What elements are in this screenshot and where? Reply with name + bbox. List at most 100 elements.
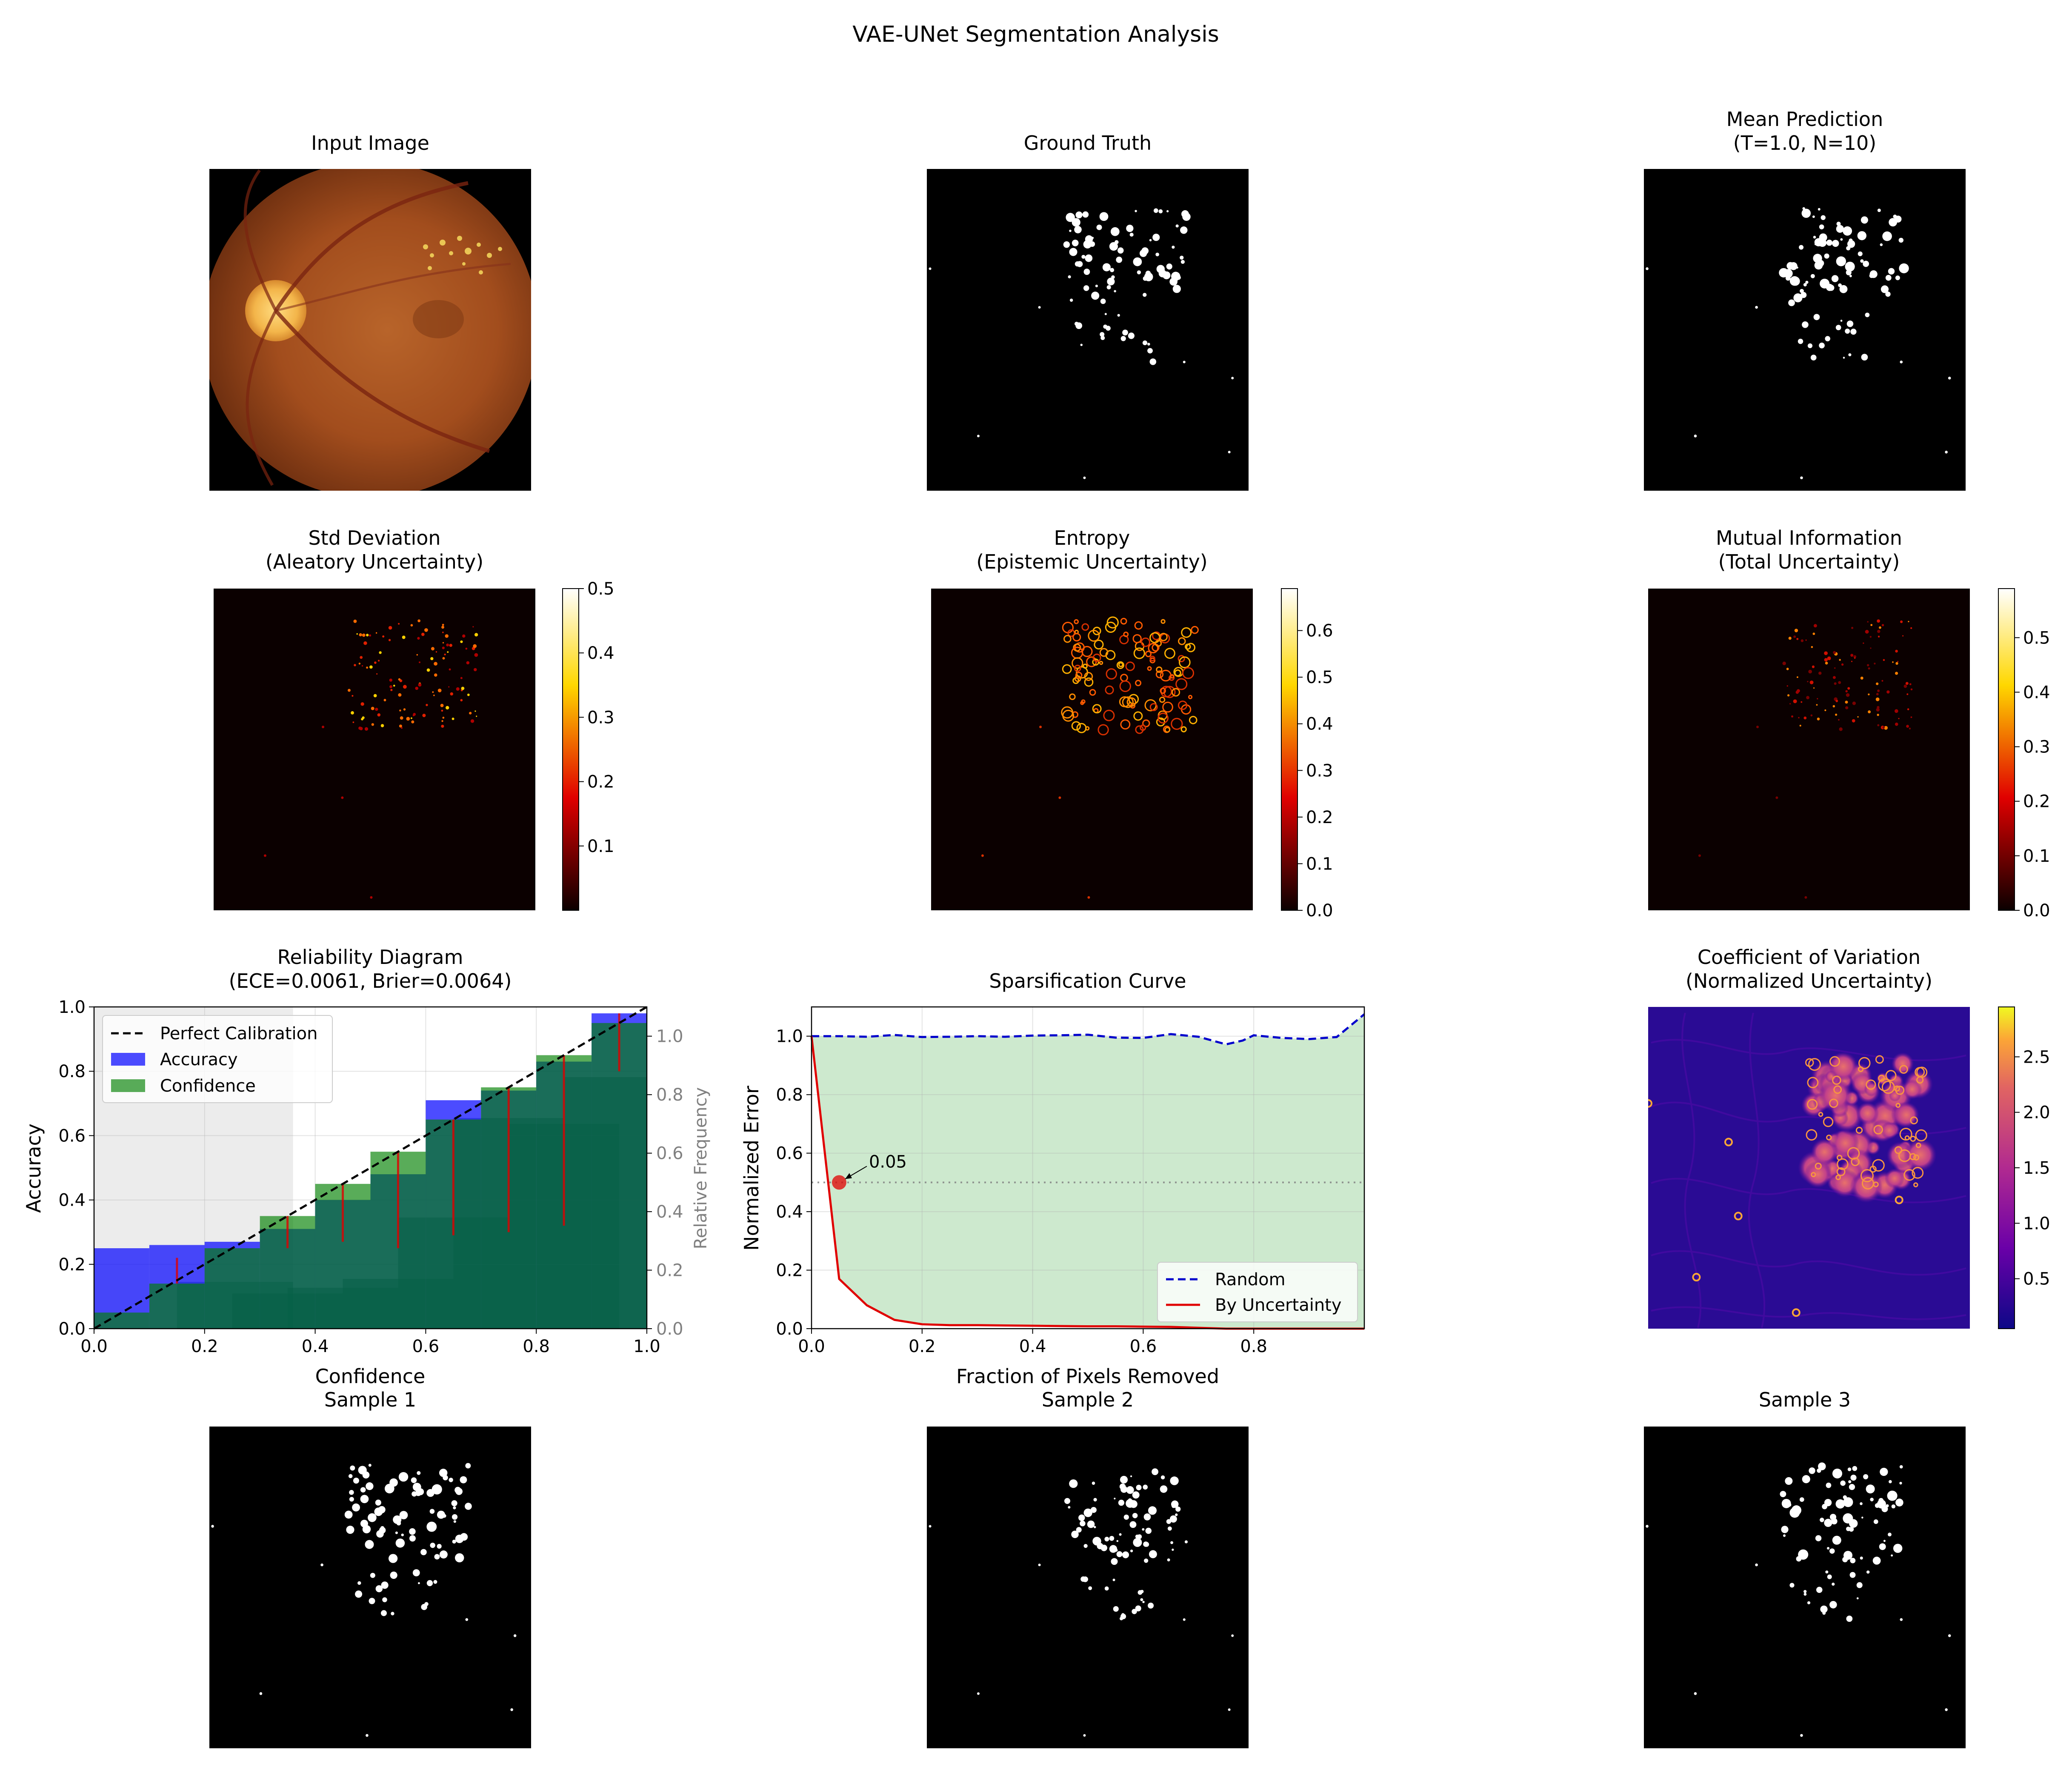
panel-coefficient-of-variation: Coefficient of Variation (Normalized Unc… xyxy=(1648,946,2050,1329)
lesion-mark xyxy=(1180,260,1185,264)
uncertainty-mark xyxy=(1089,689,1096,696)
uncertainty-mark xyxy=(1884,726,1888,730)
uncertainty-mark xyxy=(1908,620,1909,623)
uncertainty-mark xyxy=(1062,664,1072,674)
uncertainty-mark xyxy=(1892,661,1894,663)
uncertainty-mark xyxy=(1092,658,1100,666)
lesion-mark xyxy=(434,1554,440,1560)
uncertainty-mark xyxy=(1782,661,1786,666)
cov-ring xyxy=(1915,1142,1921,1148)
lesion-mark xyxy=(1831,1518,1838,1525)
uncertainty-mark xyxy=(1072,657,1083,669)
lesion-mark xyxy=(1832,240,1839,247)
uncertainty-mark xyxy=(359,633,362,637)
panel-title-line2: (Normalized Uncertainty) xyxy=(1686,969,1932,992)
lesion-mark xyxy=(1130,1550,1133,1553)
lesion-mark xyxy=(1135,1605,1141,1612)
uncertainty-mark xyxy=(1160,687,1166,694)
y-tick-label: 0.8 xyxy=(776,1085,803,1105)
uncertainty-mark xyxy=(1845,701,1848,704)
lesion-mark xyxy=(1069,1479,1078,1488)
uncertainty-mark xyxy=(366,634,369,637)
uncertainty-mark xyxy=(1092,704,1102,714)
lesion-mark xyxy=(1849,1527,1854,1532)
colorbar-tick-label: 0.3 xyxy=(2023,738,2050,757)
panel-title-line1: Mean Prediction xyxy=(1726,108,1883,131)
lesion-mark xyxy=(1839,285,1848,293)
lesion-mark xyxy=(1104,1537,1109,1542)
lesion-mark xyxy=(1076,1527,1082,1533)
lesion-mark xyxy=(1856,1597,1859,1600)
cov-ring xyxy=(1806,1129,1818,1141)
lesion-mark xyxy=(1112,1578,1115,1581)
annotation-point xyxy=(832,1175,846,1190)
uncertainty-mark xyxy=(1105,621,1117,633)
lesion-mark xyxy=(412,1569,420,1577)
lesion-mark xyxy=(1068,1506,1071,1509)
panel-sample-1: Sample 1 xyxy=(209,1388,531,1748)
uncertainty-mark xyxy=(1809,680,1814,684)
uncertainty-mark xyxy=(1824,658,1828,662)
lesion-mark xyxy=(1109,1535,1115,1541)
uncertainty-mark xyxy=(1073,643,1081,652)
uncertainty-mark xyxy=(426,703,428,706)
lesion-mark xyxy=(390,1571,397,1579)
uncertainty-mark xyxy=(1865,630,1869,634)
mask-image xyxy=(927,1427,1249,1748)
uncertainty-mark xyxy=(1895,662,1898,665)
uncertainty-mark xyxy=(352,721,354,723)
lesion-mark xyxy=(365,1540,374,1549)
lesion-mark xyxy=(1843,357,1845,359)
uncertainty-mark xyxy=(1906,725,1909,728)
uncertainty-mark xyxy=(361,665,363,667)
uncertainty-mark xyxy=(1808,669,1812,674)
uncertainty-mark xyxy=(1866,664,1869,666)
uncertainty-mark xyxy=(1106,668,1117,680)
panel-title-line2: (T=1.0, N=10) xyxy=(1733,132,1876,154)
lesion-mark xyxy=(1166,210,1169,212)
lesion-mark xyxy=(1812,215,1815,218)
uncertainty-mark xyxy=(1835,700,1838,703)
lesion-mark xyxy=(362,1525,371,1534)
uncertainty-mark xyxy=(447,651,449,653)
legend-swatch xyxy=(111,1053,145,1066)
lesion-mark xyxy=(401,1533,404,1536)
cov-ring xyxy=(1873,1125,1883,1135)
cov-ring xyxy=(1847,1147,1860,1160)
lesion-mark xyxy=(1080,343,1083,346)
panel-std-deviation: Std Deviation (Aleatory Uncertainty) 0.1… xyxy=(214,526,614,911)
uncertainty-mark xyxy=(1067,629,1075,637)
uncertainty-mark xyxy=(1813,687,1815,689)
lesion-mark xyxy=(1083,1508,1092,1517)
uncertainty-mark xyxy=(1787,694,1790,697)
uncertainty-mark xyxy=(1180,726,1187,732)
colorbar-tick-label: 0.2 xyxy=(2023,792,2050,812)
y2-tick-label: 0.4 xyxy=(656,1202,683,1222)
lesion-mark xyxy=(1840,320,1843,322)
lesion-mark xyxy=(1069,248,1077,256)
uncertainty-mark xyxy=(1106,616,1119,629)
lesion-mark xyxy=(1843,226,1852,236)
uncertainty-mark xyxy=(1805,639,1807,641)
lesion-mark xyxy=(1181,210,1189,218)
uncertainty-mark xyxy=(1847,687,1850,690)
cov-ring xyxy=(1913,1154,1920,1161)
uncertainty-mark xyxy=(1081,623,1089,631)
lesion-mark xyxy=(1126,1486,1134,1494)
lesion-mark xyxy=(1152,1468,1159,1475)
y-tick-label: 0.0 xyxy=(58,1319,86,1339)
cov-ring xyxy=(1875,1055,1884,1064)
uncertainty-mark xyxy=(1839,727,1843,731)
lesion-mark xyxy=(1149,239,1152,242)
uncertainty-mark xyxy=(366,666,369,669)
lesion-mark xyxy=(1895,215,1902,223)
lesion-mark xyxy=(1129,1521,1137,1528)
colorbar xyxy=(1281,588,1298,911)
uncertainty-mark xyxy=(1084,677,1094,687)
lesion-mark xyxy=(453,1520,456,1523)
uncertainty-mark xyxy=(1798,717,1800,719)
lesion-mark xyxy=(1072,218,1080,227)
axes-frame xyxy=(93,1006,648,1330)
lesion-mark xyxy=(1184,1540,1188,1544)
lesion-mark xyxy=(1100,332,1105,337)
